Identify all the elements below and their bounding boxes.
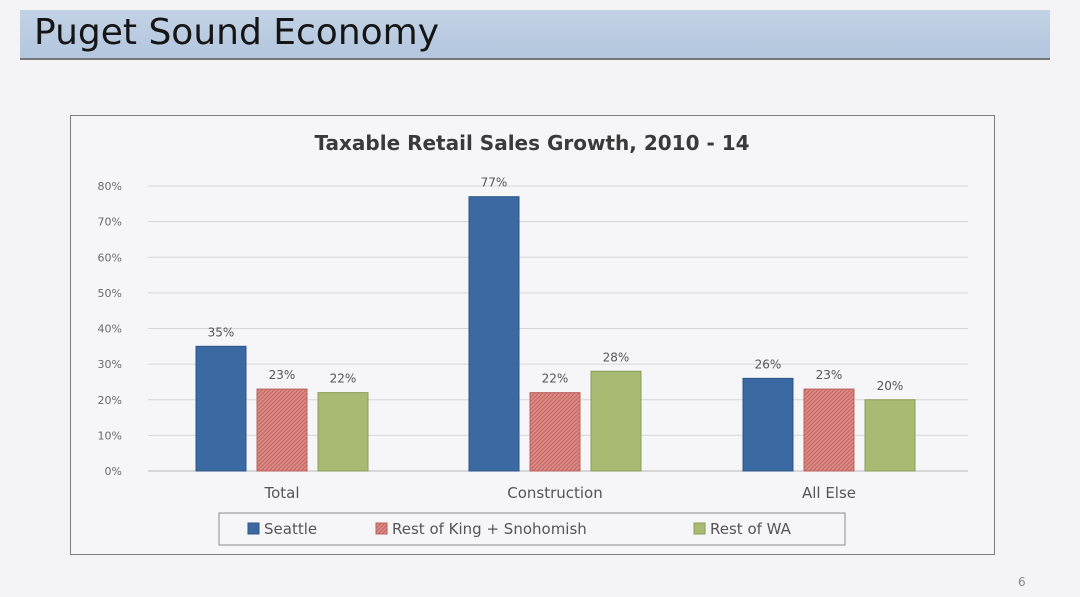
bar <box>468 196 520 472</box>
bar <box>195 345 247 472</box>
data-label: 23% <box>269 368 296 382</box>
legend-label: Rest of King + Snohomish <box>392 520 587 538</box>
page-number: 6 <box>1018 575 1026 589</box>
y-tick-label: 10% <box>98 429 122 442</box>
chart-title: Taxable Retail Sales Growth, 2010 - 14 <box>314 131 749 155</box>
x-tick-label: Construction <box>507 484 603 502</box>
bar <box>864 399 916 472</box>
data-label: 77% <box>481 176 508 190</box>
data-label: 35% <box>208 325 235 339</box>
data-label: 20% <box>877 379 904 393</box>
legend-box <box>218 512 846 546</box>
bar <box>529 392 581 472</box>
data-label: 28% <box>603 350 630 364</box>
data-label: 23% <box>816 368 843 382</box>
data-label: 22% <box>330 372 357 386</box>
legend-swatch <box>247 522 260 535</box>
data-label: 22% <box>542 372 569 386</box>
x-tick-label: All Else <box>802 484 856 502</box>
bar <box>590 370 642 472</box>
y-tick-label: 30% <box>98 358 122 371</box>
slide-title-bar: Puget Sound Economy <box>20 10 1050 60</box>
legend-swatch <box>693 522 706 535</box>
bar <box>256 388 308 472</box>
bar <box>742 377 794 472</box>
y-tick-label: 40% <box>98 323 122 336</box>
bar <box>317 392 369 472</box>
legend-label: Seattle <box>264 520 317 538</box>
legend-label: Rest of WA <box>710 520 792 538</box>
data-label: 26% <box>755 357 782 371</box>
legend-swatch <box>375 522 388 535</box>
x-tick-label: Total <box>263 484 299 502</box>
slide-title: Puget Sound Economy <box>34 12 440 53</box>
y-tick-label: 0% <box>105 465 122 478</box>
y-tick-label: 70% <box>98 216 122 229</box>
y-tick-label: 60% <box>98 251 122 264</box>
chart-frame <box>70 115 995 555</box>
y-tick-label: 80% <box>98 180 122 193</box>
bar <box>803 388 855 472</box>
y-tick-label: 20% <box>98 394 122 407</box>
y-tick-label: 50% <box>98 287 122 300</box>
